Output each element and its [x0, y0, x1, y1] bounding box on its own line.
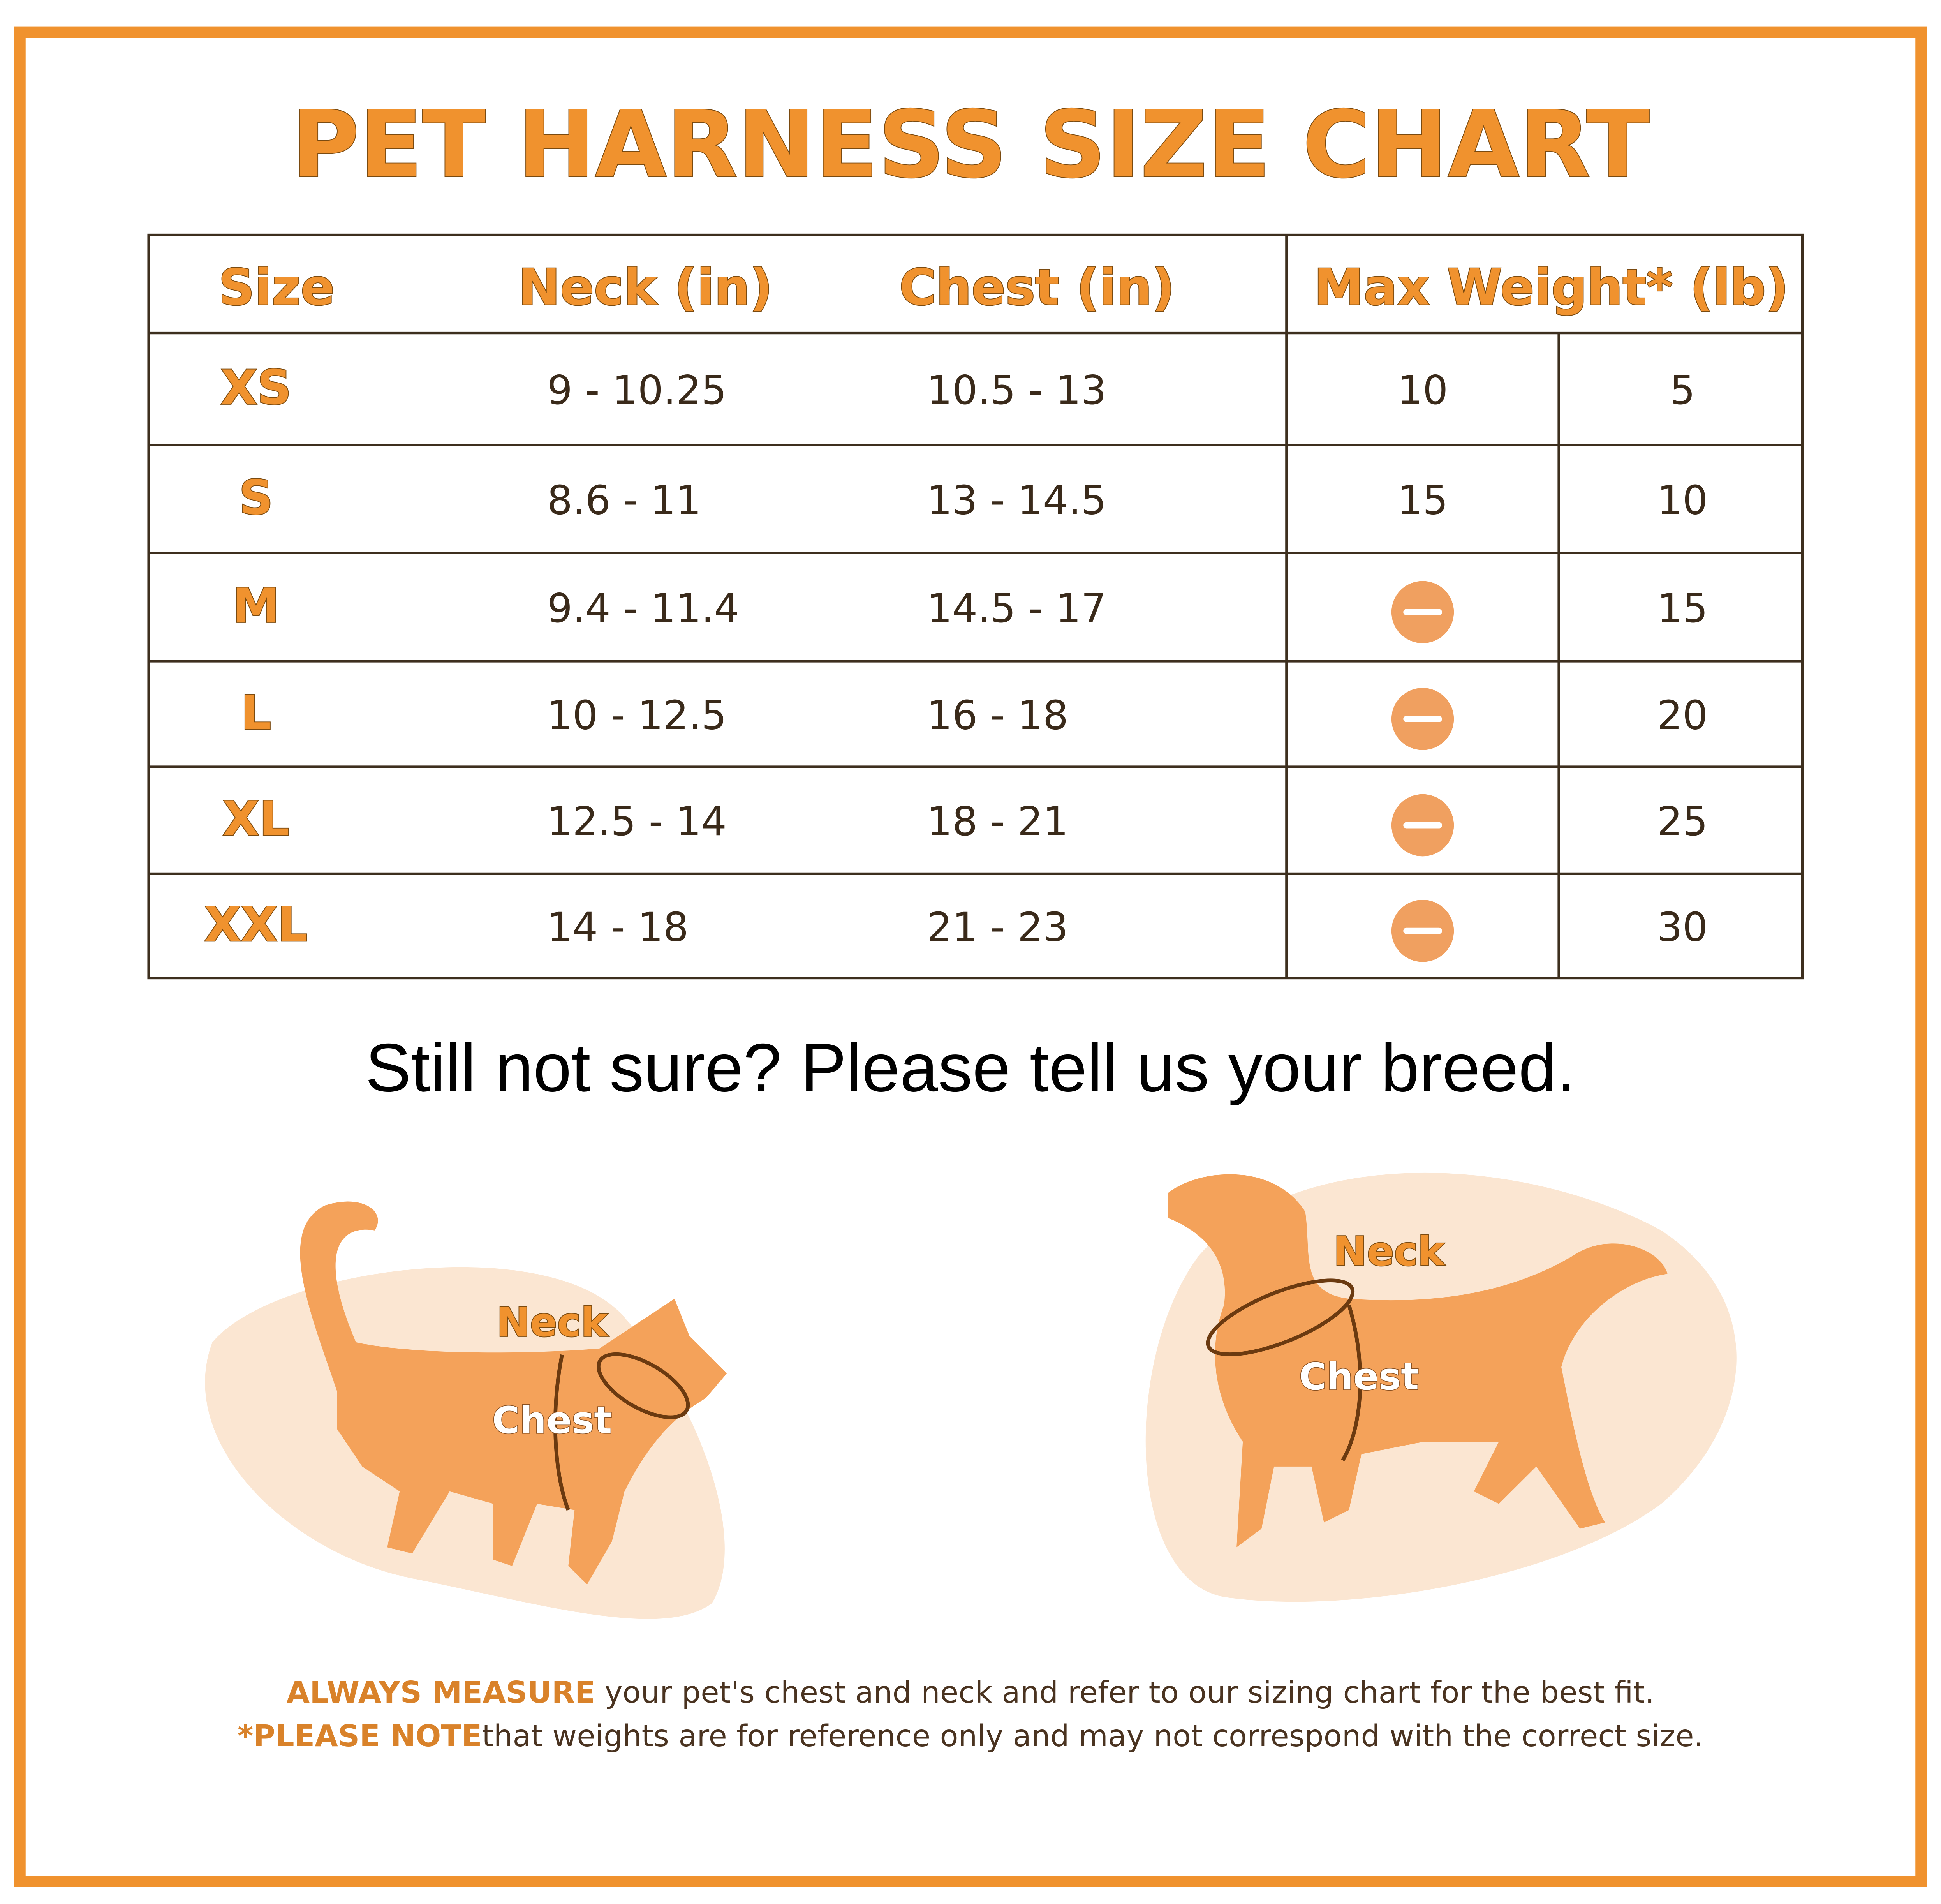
size-label: M: [232, 578, 280, 633]
measurement-cell: 8.6 - 11: [547, 478, 701, 524]
size-label: XXL: [204, 897, 308, 952]
column-header: Size: [218, 259, 335, 317]
measurement-cell: 14 - 18: [547, 904, 689, 951]
weight-cell: 10: [1657, 478, 1708, 524]
size-label: XS: [221, 360, 292, 415]
dog-illustration: Neck Chest: [1145, 1172, 1737, 1602]
cat-illustration: Neck Chest: [205, 1201, 727, 1619]
measurement-cell: 18 - 21: [927, 799, 1068, 845]
dog-neck-line: [1206, 1278, 1355, 1356]
cat-chest-label: Chest: [492, 1398, 612, 1442]
frame: [14, 26, 1927, 1887]
cat-neck-label: Neck: [497, 1299, 609, 1346]
column-header: Neck (in): [518, 259, 773, 317]
measurement-cell: 9 - 10.25: [547, 367, 727, 414]
footer-text: that weights are for reference only and …: [482, 1719, 1704, 1754]
measurement-cell: 21 - 23: [927, 904, 1068, 951]
footer-emphasis: *PLEASE NOTE: [238, 1719, 482, 1754]
measurement-cell: 14.5 - 17: [927, 585, 1106, 632]
table-border: [147, 233, 1804, 980]
table: Size Neck (in) Chest (in) Max Weight* (lb) X…: [147, 233, 1804, 980]
weight-cell: 20: [1657, 693, 1708, 739]
measurement-cell: 9.4 - 11.4: [547, 585, 740, 632]
weight-cell: 30: [1657, 904, 1708, 951]
measurement-cell: 10 - 12.5: [547, 693, 727, 739]
subtitle: Still not sure? Please tell us your bree…: [365, 1030, 1576, 1106]
weight-cell: 25: [1657, 799, 1708, 845]
measurement-cell: 16 - 18: [927, 693, 1068, 739]
size-label: XL: [223, 791, 290, 846]
footer-emphasis: ALWAYS MEASURE: [287, 1675, 595, 1710]
footer-line-1: ALWAYS MEASURE your pet's chest and neck…: [287, 1675, 1655, 1710]
measurement-cell: 13 - 14.5: [927, 478, 1106, 524]
column-header: Max Weight* (lb): [1314, 259, 1789, 317]
weight-cell: 15: [1657, 585, 1708, 632]
weight-cell: 10: [1397, 367, 1448, 414]
dog-silhouette: [1168, 1174, 1668, 1548]
measurement-cell: 12.5 - 14: [547, 799, 727, 845]
footer-text: your pet's chest and neck and refer to o…: [595, 1675, 1654, 1710]
weight-cell: 5: [1670, 367, 1695, 414]
dog-neck-label: Neck: [1333, 1229, 1446, 1275]
cat-silhouette: [300, 1201, 727, 1585]
size-label: S: [239, 470, 273, 525]
cat-neck-line: [597, 1352, 690, 1419]
cat-chest-line: [553, 1354, 570, 1511]
title: PET HARNESS SIZE CHART: [292, 91, 1650, 198]
footer-line-2: *PLEASE NOTEthat weights are for referen…: [238, 1719, 1703, 1754]
size-label: L: [241, 685, 271, 740]
dog-chest-label: Chest: [1299, 1355, 1419, 1398]
column-header: Chest (in): [899, 259, 1175, 317]
measurement-cell: 10.5 - 13: [927, 367, 1106, 414]
dog-chest-line: [1341, 1304, 1362, 1461]
weight-cell: 15: [1397, 478, 1448, 524]
